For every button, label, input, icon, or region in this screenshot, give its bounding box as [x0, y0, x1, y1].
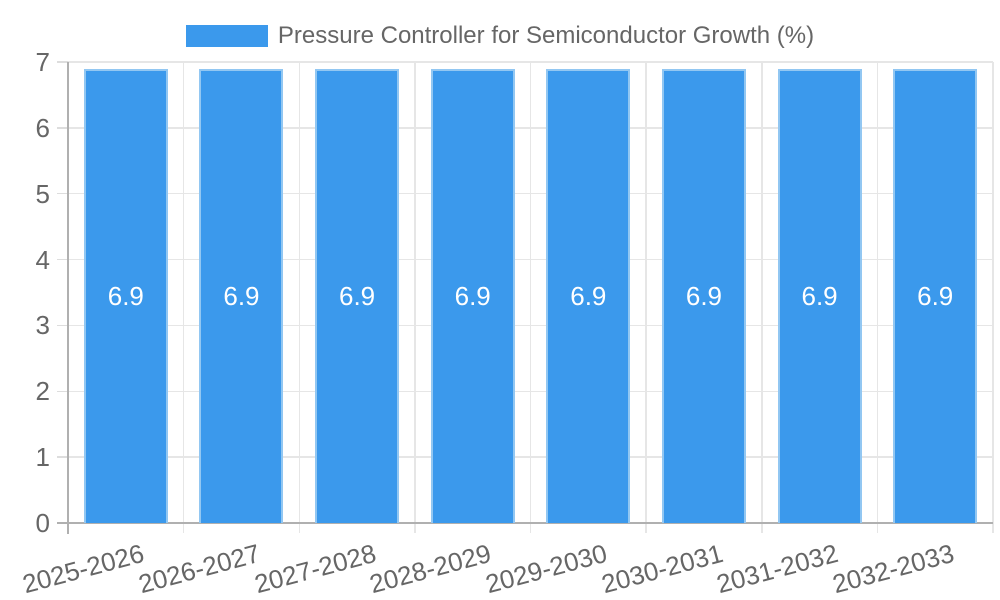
- y-axis-label: 3: [35, 310, 50, 341]
- bar-value-label: 6.9: [338, 280, 376, 311]
- x-gridline: [298, 62, 300, 533]
- bar-value-label: 6.9: [570, 280, 607, 311]
- bar[interactable]: [83, 68, 168, 523]
- legend-label: Pressure Controller for Semiconductor Gr…: [277, 22, 815, 49]
- bar[interactable]: [661, 68, 746, 523]
- bar[interactable]: [893, 68, 978, 523]
- bar[interactable]: [777, 68, 862, 523]
- y-gridline: [68, 390, 993, 393]
- x-axis-label: 2032-2033: [829, 538, 957, 600]
- x-gridline: [414, 62, 416, 533]
- y-gridline: [68, 324, 993, 327]
- y-axis-label: 0: [35, 508, 50, 538]
- y-axis-tick: [57, 324, 68, 327]
- x-gridline: [529, 62, 532, 533]
- y-axis-tick: [57, 522, 68, 524]
- y-axis-line: [67, 62, 69, 534]
- y-axis-label: 4: [35, 244, 50, 275]
- bar[interactable]: [199, 68, 284, 523]
- x-axis-label: 2031-2032: [713, 538, 842, 600]
- x-gridline: [992, 62, 994, 533]
- y-axis-label: 6: [35, 112, 50, 143]
- bar[interactable]: [430, 68, 515, 523]
- bar-value-label: 6.9: [107, 280, 144, 311]
- y-axis-tick: [57, 61, 68, 63]
- y-axis-tick: [57, 127, 68, 129]
- y-gridline: [68, 61, 993, 63]
- bar-value-label: 6.9: [917, 280, 954, 311]
- x-gridline: [645, 62, 647, 533]
- x-gridline: [876, 62, 879, 533]
- x-axis-label: 2027-2028: [250, 538, 379, 600]
- bar-value-label: 6.9: [685, 280, 723, 311]
- chart-legend[interactable]: Pressure Controller for Semiconductor Gr…: [0, 20, 1000, 52]
- x-axis-label: 2030-2031: [597, 538, 726, 600]
- x-gridline: [182, 62, 185, 533]
- y-gridline: [68, 258, 993, 261]
- y-gridline: [68, 127, 993, 129]
- x-gridline: [761, 62, 763, 533]
- x-axis-label: 2026-2027: [135, 538, 264, 600]
- bar-value-label: 6.9: [454, 280, 491, 311]
- y-axis-tick: [57, 192, 68, 195]
- y-axis-label: 5: [35, 178, 50, 209]
- y-axis-label: 1: [35, 442, 50, 473]
- legend-swatch: [185, 25, 268, 47]
- bar-value-label: 6.9: [223, 280, 260, 311]
- bar[interactable]: [546, 68, 631, 523]
- y-gridline: [68, 456, 993, 458]
- bar-value-label: 6.9: [801, 280, 838, 311]
- bar[interactable]: [315, 68, 400, 523]
- y-gridline: [68, 192, 993, 195]
- y-axis-label: 7: [35, 47, 50, 77]
- x-axis-label: 2028-2029: [366, 538, 495, 600]
- y-axis-label: 2: [35, 376, 50, 407]
- x-axis-baseline: [68, 522, 993, 524]
- y-axis-tick: [57, 456, 68, 458]
- y-axis-tick: [57, 390, 68, 393]
- x-axis-label: 2029-2030: [482, 538, 611, 600]
- x-axis-label: 2025-2026: [19, 538, 148, 600]
- y-axis-tick: [57, 258, 68, 261]
